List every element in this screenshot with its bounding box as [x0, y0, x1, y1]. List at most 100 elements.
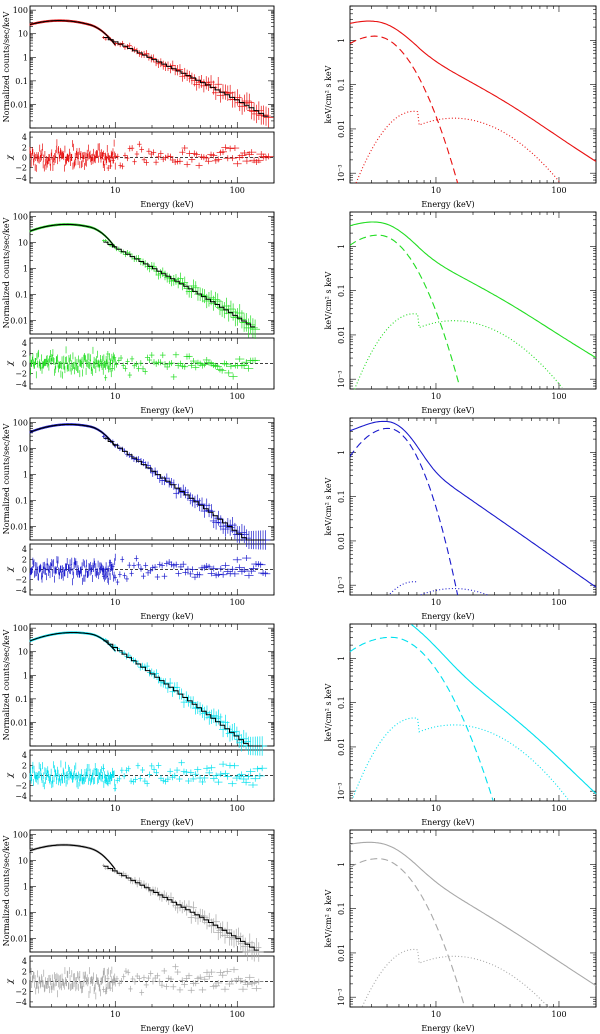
- model-panel-row-4: 10⁻³ 0.01 0.1 1 10 100 Energy (keV) keV/cm² s k…: [324, 623, 597, 827]
- model-total-line: [349, 841, 597, 987]
- x-axis-label: Energy (keV): [140, 818, 193, 827]
- x-tick-label: 100: [230, 186, 245, 195]
- x-axis-label: Energy (keV): [140, 612, 193, 621]
- y-tick-label: 0.01: [10, 934, 28, 943]
- model-frame: [349, 211, 597, 390]
- model-line-high: [103, 241, 256, 328]
- x-axis-label: Energy (keV): [421, 200, 474, 209]
- y-tick-label: 10⁻³: [337, 988, 346, 1006]
- model-line-high: [103, 640, 263, 747]
- model-line-high: [103, 865, 259, 951]
- y-axis-label: keV/cm² s keV: [324, 889, 333, 947]
- y-axis-label: Normalized counts/sec/keV: [2, 835, 11, 946]
- data-points: [29, 223, 261, 340]
- y-tick-label: 0.1: [15, 496, 28, 505]
- residual-tick-label: 0: [22, 566, 27, 575]
- y-tick-label: 10: [18, 857, 28, 866]
- model-thermal-line: [349, 858, 465, 1005]
- y-tick-label: 1: [337, 862, 346, 867]
- residual-tick-label: 0: [22, 978, 27, 987]
- model-thermal-line: [349, 234, 460, 385]
- residual-axis-label: χ: [5, 566, 14, 573]
- model-reflection-line: [352, 717, 569, 801]
- residual-points: [29, 346, 261, 381]
- model-reflection-line: [354, 313, 563, 390]
- y-axis-label: Normalized counts/sec/keV: [2, 11, 11, 122]
- y-tick-label: 0.01: [10, 718, 28, 727]
- residual-tick-label: 2: [22, 967, 27, 976]
- spectrum-panel-row-3: 0.01 0.1 1 10 100 42 0−2−4 10 100 Energy (keV) Nor…: [2, 417, 275, 621]
- x-tick-label: 10: [110, 392, 120, 401]
- y-tick-label: 10: [18, 239, 28, 248]
- model-line-low: [29, 632, 116, 652]
- x-tick-label: 10: [110, 1010, 120, 1019]
- model-total-line: [411, 624, 597, 795]
- y-tick-label: 0.01: [10, 100, 28, 109]
- y-tick-label: 0.1: [15, 77, 28, 86]
- y-axis-label: Normalized counts/sec/keV: [2, 629, 11, 740]
- residual-tick-label: 0: [22, 360, 27, 369]
- y-axis-label: Normalized counts/sec/keV: [2, 423, 11, 534]
- model-total-line: [349, 420, 597, 588]
- y-axis-label: keV/cm² s keV: [324, 65, 333, 123]
- residual-tick-label: −2: [15, 370, 27, 379]
- y-tick-label: 0.1: [337, 78, 346, 91]
- model-thermal-line: [349, 427, 459, 596]
- x-tick-label: 100: [551, 186, 566, 195]
- y-tick-label: 100: [13, 419, 28, 428]
- y-tick-label: 1: [337, 38, 346, 43]
- model-frame: [349, 5, 597, 184]
- y-tick-label: 10: [18, 30, 28, 39]
- x-tick-label: 100: [551, 1010, 566, 1019]
- x-tick-label: 100: [230, 598, 245, 607]
- x-tick-label: 10: [431, 804, 441, 813]
- y-tick-label: 1: [23, 264, 28, 273]
- y-tick-label: 1: [23, 470, 28, 479]
- spectrum-panel-row-2: 0.01 0.1 1 10 100 42 0−2−4 10 100 Energy (keV) Nor…: [2, 211, 275, 415]
- y-tick-label: 100: [13, 624, 28, 633]
- model-line-low: [29, 844, 116, 870]
- x-tick-label: 100: [551, 598, 566, 607]
- y-tick-label: 0.1: [337, 284, 346, 297]
- spectrum-panel-row-4: 0.01 0.1 1 10 100 42 0−2−4 10 100 Energy (keV) Nor…: [2, 623, 275, 827]
- spectrum-frame: [29, 623, 275, 747]
- x-tick-label: 10: [110, 186, 120, 195]
- residual-axis-label: χ: [5, 154, 14, 161]
- model-total-line: [349, 221, 597, 359]
- residual-tick-label: 2: [22, 555, 27, 564]
- model-reflection-line: [361, 948, 549, 1008]
- y-axis-label: Normalized counts/sec/keV: [2, 217, 11, 328]
- x-axis-label: Energy (keV): [421, 406, 474, 415]
- model-frame: [349, 417, 597, 596]
- y-tick-label: 0.1: [15, 290, 28, 299]
- residual-tick-label: 0: [22, 772, 27, 781]
- residual-tick-label: 2: [22, 143, 27, 152]
- model-reflection-line: [355, 110, 562, 184]
- residual-tick-label: −2: [15, 576, 27, 585]
- y-tick-label: 10⁻³: [337, 576, 346, 594]
- residual-tick-label: −4: [15, 380, 27, 389]
- model-panel-row-3: 10⁻³ 0.01 0.1 1 10 100 Energy (keV) keV/cm² s k…: [324, 417, 597, 621]
- spectrum-frame: [29, 5, 275, 129]
- y-tick-label: 10: [18, 445, 28, 454]
- model-panel-row-2: 10⁻³ 0.01 0.1 1 10 100 Energy (keV) keV/cm² s k…: [324, 211, 597, 415]
- y-tick-label: 10: [18, 648, 28, 657]
- y-tick-label: 0.1: [337, 902, 346, 915]
- residual-tick-label: 4: [22, 545, 27, 554]
- residual-tick-label: −2: [15, 164, 27, 173]
- residual-tick-label: 2: [22, 349, 27, 358]
- model-line-low: [29, 20, 116, 46]
- y-tick-label: 100: [13, 831, 28, 840]
- data-points: [29, 423, 271, 550]
- y-tick-label: 0.01: [337, 120, 346, 138]
- model-line-high: [103, 37, 269, 117]
- y-tick-label: 1: [337, 244, 346, 249]
- residual-points: [29, 139, 274, 172]
- x-tick-label: 10: [431, 1010, 441, 1019]
- x-axis-label: Energy (keV): [421, 612, 474, 621]
- model-line-high: [103, 437, 266, 541]
- y-tick-label: 0.1: [337, 696, 346, 709]
- model-thermal-line: [349, 636, 494, 801]
- spectrum-panel-row-5: 0.01 0.1 1 10 100 42 0−2−4 10 100 Energy (keV) Nor…: [2, 829, 275, 1033]
- y-tick-label: 0.01: [337, 532, 346, 550]
